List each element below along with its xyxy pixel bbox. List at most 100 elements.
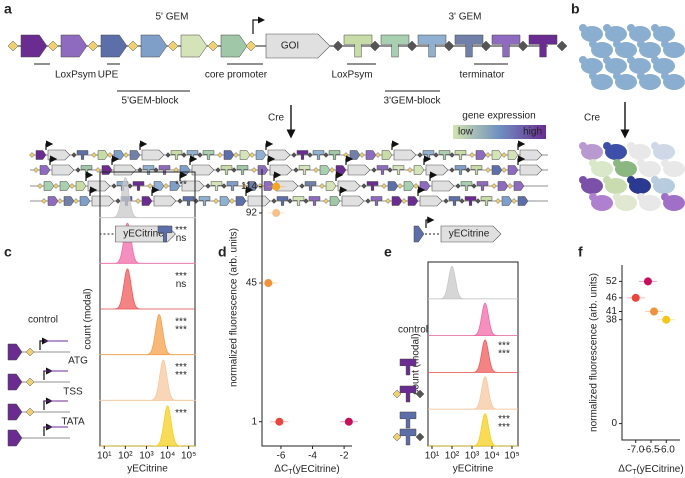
significance: ***: [175, 408, 187, 419]
terminator-block: [392, 165, 405, 175]
loxpsym-site: [127, 183, 133, 189]
loxpsym-site: [299, 183, 305, 189]
control-label: control: [398, 325, 428, 336]
loxpsym-site: [556, 40, 568, 52]
loxpsym-site: [469, 152, 475, 158]
upe-block: [20, 34, 48, 58]
goi-block: [141, 149, 165, 161]
yeast-bud: [603, 142, 611, 150]
yeast-cell: [605, 178, 627, 194]
terminator-block: [202, 150, 215, 160]
significance: ***: [175, 316, 187, 327]
loxpsym-site: [251, 167, 257, 173]
upe-block: [35, 150, 47, 160]
goi-block: [113, 164, 137, 176]
yeast-bud: [651, 24, 659, 32]
upe-block: [413, 165, 425, 175]
goi-block: [519, 164, 543, 176]
terminator-block: [370, 196, 383, 206]
loxpsym-site: [291, 152, 297, 158]
yeast-bud: [613, 72, 621, 80]
yeast-cell: [615, 195, 637, 211]
terminator-block: [220, 165, 233, 175]
goi-block: [419, 195, 443, 207]
terminator-block: [298, 165, 311, 175]
terminator-block: [170, 150, 183, 160]
yeast-cell: [653, 178, 675, 194]
yeast-cell: [605, 26, 627, 42]
loxpsym-site: [207, 40, 219, 52]
loxpsym-site: [371, 167, 377, 173]
upe-block: [59, 181, 71, 191]
point: [275, 417, 284, 426]
upe-block: [141, 196, 153, 206]
y-tick-label: 0: [611, 418, 617, 429]
terminator-block: [399, 385, 417, 403]
loxpsym-site: [213, 198, 219, 204]
goi-block: [191, 164, 215, 176]
loxpsym-site: [433, 152, 439, 158]
upe-block: [47, 196, 59, 206]
yeast-cell: [663, 195, 685, 211]
histogram: [428, 302, 518, 336]
axis-line: [621, 265, 680, 441]
y-axis-label: normalized fluorescence (arb. units): [589, 273, 600, 432]
terminator-block: [399, 428, 417, 446]
upe-block: [7, 429, 23, 447]
x-tick-label: 10⁵: [504, 451, 519, 462]
terminator-block: [157, 225, 173, 243]
upe-block: [39, 165, 51, 175]
terminator-block: [296, 150, 309, 160]
element-label: TATA: [61, 417, 85, 428]
loxpsym-site: [111, 183, 117, 189]
upe-block: [335, 165, 347, 175]
label: LoxPsym: [55, 70, 96, 81]
promoter-arrow: [517, 140, 526, 150]
promoter-arrow: [49, 155, 58, 165]
loxpsym-site: [387, 167, 393, 173]
loxpsym-site: [343, 152, 349, 158]
loxpsym-site: [517, 40, 529, 52]
loxpsym-site: [165, 152, 171, 158]
promoter-arrow: [43, 367, 53, 380]
point: [264, 279, 273, 288]
reporter-label: yECitrine: [123, 229, 164, 240]
yeast-bud: [589, 72, 597, 80]
loxpsym-site: [485, 167, 491, 173]
promoter-arrow: [339, 186, 348, 196]
upe-block: [365, 150, 377, 160]
yeast-bud: [651, 176, 659, 184]
significance: ***: [175, 362, 187, 373]
x-tick-label: 10¹: [97, 451, 112, 462]
point: [272, 182, 281, 191]
upe-block: [220, 34, 248, 58]
x-axis-label: ΔCT(yECitrine): [618, 464, 683, 476]
goi-block: [269, 164, 293, 176]
yeast-bud: [637, 193, 645, 201]
x-tick-label: -2: [340, 451, 349, 462]
loxpsym-site: [443, 40, 455, 52]
significance: ***: [175, 370, 187, 381]
upe-block: [403, 181, 415, 191]
loxpsym-site: [73, 198, 79, 204]
loxpsym-site: [181, 152, 187, 158]
promoter-arrow: [335, 171, 344, 181]
upe-block: [43, 181, 55, 191]
loxpsym-site: [123, 152, 129, 158]
loxpsym-site: [507, 183, 513, 189]
upe-block: [507, 150, 519, 160]
upe-block: [349, 150, 361, 160]
upe-block: [79, 196, 91, 206]
loxpsym-site: [25, 347, 35, 357]
upe-block: [501, 196, 513, 206]
yeast-cell: [591, 161, 613, 177]
loxpsym-site: [307, 152, 313, 158]
yeast-bud: [661, 40, 669, 48]
yeast-cell: [629, 26, 651, 42]
point: [344, 417, 353, 426]
histogram: [428, 339, 518, 373]
loxpsym-site: [41, 198, 47, 204]
yeast-bud: [627, 176, 635, 184]
yeast-cell: [581, 144, 603, 160]
reporter-label: yECitrine: [449, 229, 490, 240]
